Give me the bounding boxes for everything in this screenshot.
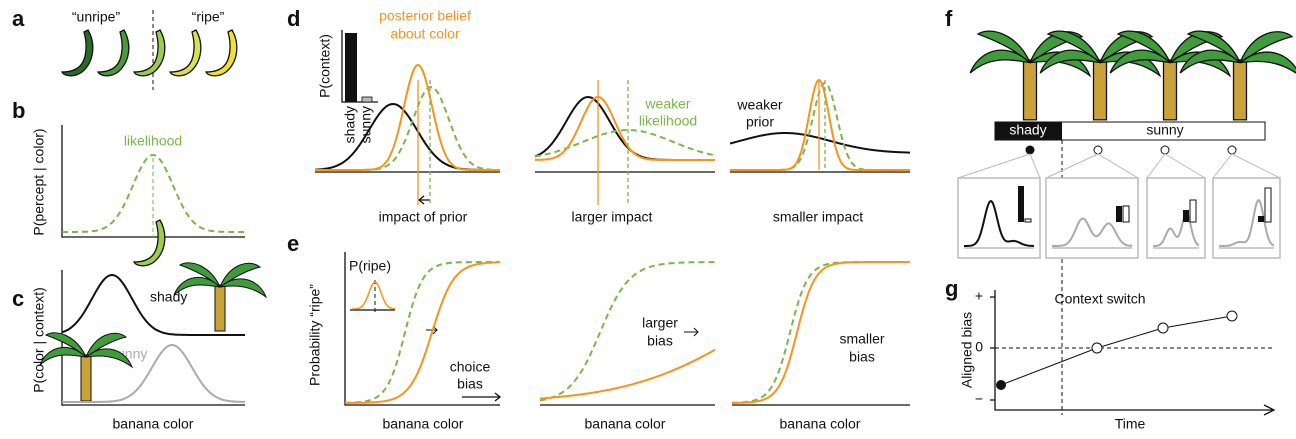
inset-bar [1190,200,1196,222]
bar-label: sunny [1146,122,1183,138]
annotation: prior [746,114,774,130]
trend-line [1001,316,1232,385]
inset-bar [1123,206,1129,222]
timepoint [1161,146,1169,154]
annotation: smaller [839,331,884,347]
panel-label: g [945,276,958,301]
connector [958,154,1040,178]
timepoint [1026,146,1034,154]
y-label: P(color | context) [31,287,47,393]
x-label: banana color [585,416,666,432]
curve-label: shady [150,289,187,305]
point [1092,343,1102,353]
figure: a “unripe” “ripe” b P(percept | color) l… [0,0,1296,434]
connector [1046,154,1138,178]
banana-icon [170,30,201,76]
annotation: bias [647,333,673,349]
banana-icon [134,220,165,266]
annotation: weaker [736,97,782,113]
arrow [462,393,500,401]
inset-y-label: P(context) [317,34,333,98]
tree-icon [174,263,266,331]
curve-label: likelihood [124,133,182,149]
annotation: larger [642,315,678,331]
x-label: banana color [780,416,861,432]
inset-bar [1258,216,1264,222]
inset-bar [345,33,357,102]
x-label: larger impact [572,209,653,225]
panel-label: f [945,6,953,31]
panel-label: e [287,231,299,256]
panel-label: c [12,286,24,311]
annotation: Context switch [1054,291,1145,307]
connector [1147,154,1205,178]
banana-icon [134,30,165,76]
inset-label: P(ripe) [349,258,391,274]
arrow [419,196,430,204]
timepoint [1228,146,1236,154]
ticks [990,297,995,400]
curve [540,350,715,399]
curve [730,133,910,153]
tree-icon [40,333,132,401]
inset-group [958,146,1280,258]
annotation: about color [390,26,460,42]
inset-bar [1116,206,1122,222]
point [1158,323,1168,333]
annotation: choice [450,359,491,375]
arrow [684,328,698,336]
inset-bar [1025,219,1031,222]
y-label: Probability “ripe” [307,284,323,386]
panel-label: d [287,6,300,31]
annotation: weaker [644,96,690,112]
inset-bar [362,97,372,102]
y-tick-label: − [975,391,983,407]
bar-label: shady [1009,122,1046,138]
banana-icon [206,30,237,76]
x-label: banana color [113,416,194,432]
point [996,380,1006,390]
curve [540,262,715,400]
x-label: smaller impact [773,209,863,225]
inset-category: shady [342,106,358,143]
panel-label: b [12,98,25,123]
annotation: bias [457,376,483,392]
banana-icon [98,30,129,76]
axes [345,252,910,405]
x-label: impact of prior [379,209,468,225]
curve [352,282,395,309]
x-label: banana color [383,416,464,432]
y-label: P(percept | color) [31,128,47,235]
panel-label: a [12,6,25,31]
axes [995,290,1274,415]
annotation: posterior belief [379,8,471,24]
y-tick-label: 0 [975,339,983,355]
label: “ripe” [192,9,225,25]
annotation: likelihood [639,113,697,129]
inset-bar [1183,210,1189,222]
connector [1213,154,1280,178]
y-tick-label: + [975,288,983,304]
timepoint [1094,146,1102,154]
inset-bar [1018,186,1024,222]
inset-bar [1265,188,1271,222]
label: “unripe” [72,9,121,25]
banana-icon [62,30,93,76]
annotation: bias [849,349,875,365]
y-label: Aligned bias [959,312,975,388]
x-label: Time [1115,416,1146,432]
point [1227,311,1237,321]
